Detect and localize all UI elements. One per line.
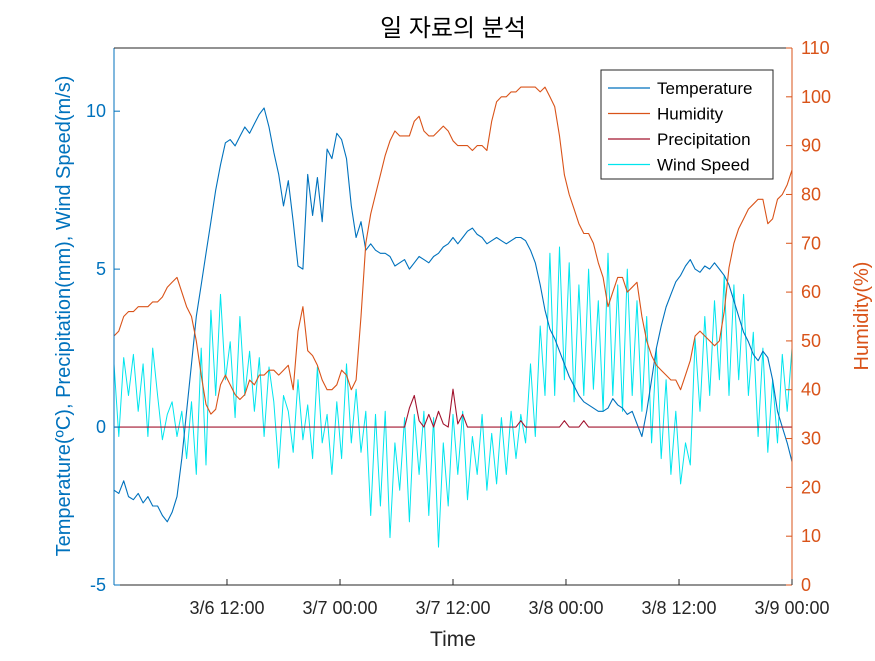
- series-line-humidity: [113, 86, 793, 415]
- legend-label-precipitation: Precipitation: [657, 130, 751, 149]
- left-y-tick-label: -5: [90, 575, 106, 595]
- series-line-temperature: [113, 107, 793, 523]
- series-line-precipitation: [114, 388, 792, 428]
- right-y-tick-label: 50: [801, 331, 821, 351]
- right-y-tick-label: 60: [801, 282, 821, 302]
- right-y-tick-label: 40: [801, 380, 821, 400]
- right-y-tick-label: 70: [801, 233, 821, 253]
- series-line-wind-speed: [113, 246, 793, 548]
- right-y-tick-label: 100: [801, 87, 831, 107]
- legend-label-temperature: Temperature: [657, 79, 752, 98]
- x-tick-label: 3/8 00:00: [528, 598, 603, 618]
- series-layer: [113, 86, 793, 548]
- x-tick-label: 3/6 12:00: [189, 598, 264, 618]
- left-y-tick-label: 0: [96, 417, 106, 437]
- right-y-tick-label: 90: [801, 136, 821, 156]
- legend: Temperature Humidity Precipitation Wind Spe…: [600, 69, 774, 180]
- x-tick-label: 3/7 00:00: [302, 598, 377, 618]
- legend-label-humidity: Humidity: [657, 105, 724, 124]
- legend-label-wind-speed: Wind Speed: [657, 156, 750, 175]
- right-y-axis-label: Humidity(%): [851, 262, 873, 371]
- left-y-axis-label: Temperature(ºC), Precipitation(mm), Wind…: [53, 76, 75, 557]
- right-y-tick-label: 110: [801, 38, 830, 58]
- x-tick-label: 3/8 12:00: [641, 598, 716, 618]
- right-y-tick-label: 80: [801, 184, 821, 204]
- left-y-tick-label: 10: [86, 101, 106, 121]
- right-y-tick-label: 10: [801, 526, 821, 546]
- x-tick-label: 3/9 00:00: [754, 598, 829, 618]
- x-tick-label: 3/7 12:00: [415, 598, 490, 618]
- x-axis-label: Time: [430, 628, 476, 651]
- left-y-tick-label: 5: [96, 259, 106, 279]
- legend-items: Temperature Humidity Precipitation Wind Spe…: [608, 79, 752, 175]
- chart-title: 일 자료의 분석: [380, 15, 526, 42]
- right-y-tick-label: 0: [801, 575, 811, 595]
- right-y-tick-label: 30: [801, 429, 821, 449]
- right-y-tick-label: 20: [801, 477, 821, 497]
